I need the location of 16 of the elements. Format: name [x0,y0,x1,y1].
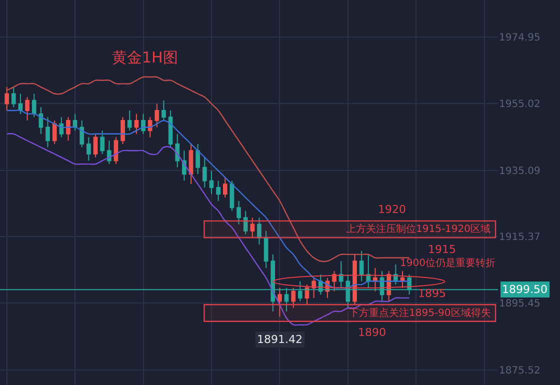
annotation: 1900位仍是重要转折 [400,257,496,269]
annotation: 1890 [358,326,386,339]
band-label: 下方重点关注1895-90区域得失 [349,307,491,319]
y-tick-label: 1875.52 [499,365,540,376]
y-tick-label: 1955.02 [499,99,540,110]
y-tick-label: 1935.09 [499,166,540,177]
text: 1915 [428,243,456,256]
annotation: 1891.42 [257,333,302,346]
annotation: 1920 [378,203,406,216]
band-label: 上方关注压制位1915-1920区域 [346,223,491,235]
text: 黄金1H图 [112,48,178,66]
y-tick-label: 1974.95 [499,32,540,44]
ref-line-label: 1899.50 [502,283,548,296]
text: 1895 [418,287,446,300]
y-tick-label: 1895.45 [499,298,540,310]
y-tick-label: 1915.37 [499,232,540,243]
